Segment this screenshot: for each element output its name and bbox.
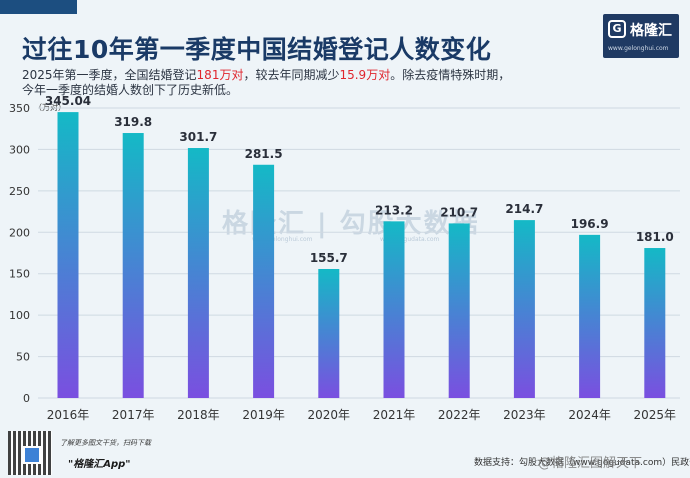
- x-tick-label: 2017年: [112, 408, 155, 422]
- bar-2024年: [579, 234, 601, 398]
- x-tick-label: 2025年: [634, 408, 677, 422]
- bar-value-label: 213.2: [375, 203, 413, 217]
- bar-value-label: 345.04: [45, 94, 91, 108]
- x-tick-label: 2021年: [373, 408, 416, 422]
- chart-subtitle: 2025年第一季度，全国结婚登记181万对，较去年同期减少15.9万对。除去疫情…: [22, 68, 582, 98]
- watermark-url-left: www.gelonghui.com: [252, 236, 313, 243]
- bar-2019年: [253, 164, 275, 398]
- subtitle-text-a: 2025年第一季度，全国结婚登记: [22, 68, 197, 82]
- bar-2017年: [122, 133, 144, 398]
- weibo-watermark: @格隆汇图解天下: [538, 456, 643, 471]
- bar-2020年: [318, 268, 340, 398]
- data-source: 数据支持：勾股大数据（www.gogudata.com）民政部: [474, 458, 690, 468]
- x-tick-label: 2020年: [308, 408, 351, 422]
- y-tick-label: 250: [9, 185, 30, 198]
- chart-title: 过往10年第一季度中国结婚登记人数变化: [22, 35, 492, 64]
- logo-mark-icon: G: [608, 20, 626, 38]
- qr-logo-icon: [23, 446, 41, 464]
- x-tick-label: 2022年: [438, 408, 481, 422]
- bar-value-label: 210.7: [440, 205, 478, 219]
- watermark-url-right: www.gogudata.com: [380, 236, 440, 243]
- x-tick-label: 2024年: [568, 408, 611, 422]
- subtitle-text-b: ，较去年同期减少: [243, 68, 340, 82]
- bar-value-label: 196.9: [571, 217, 609, 231]
- x-tick-label: 2016年: [47, 408, 90, 422]
- x-tick-label: 2019年: [242, 408, 285, 422]
- subtitle-line2: 今年一季度的结婚人数创下了历史新低。: [22, 83, 239, 97]
- bar-value-label: 281.5: [245, 147, 283, 161]
- logo-url: www.gelonghui.com: [608, 45, 669, 52]
- subtitle-highlight-decrease: 15.9万对: [339, 68, 391, 82]
- bar-2023年: [513, 220, 535, 398]
- bar-2025年: [644, 248, 666, 398]
- x-tick-label: 2018年: [177, 408, 220, 422]
- y-tick-label: 350: [9, 102, 30, 115]
- bar-value-label: 319.8: [114, 115, 152, 129]
- qr-code[interactable]: [8, 431, 52, 475]
- y-tick-label: 0: [23, 392, 30, 405]
- bar-value-label: 181.0: [636, 230, 674, 244]
- footer-note: 了解更多图文干货，扫码下载: [60, 439, 151, 447]
- subtitle-text-c: 。除去疫情特殊时期，: [390, 68, 511, 82]
- bar-2016年: [57, 112, 79, 398]
- y-tick-label: 150: [9, 268, 30, 281]
- subtitle-highlight-total: 181万对: [196, 68, 244, 82]
- y-tick-label: 50: [16, 351, 30, 364]
- y-tick-label: 300: [9, 143, 30, 156]
- logo-name: 格隆汇: [630, 23, 672, 39]
- y-tick-label: 200: [9, 226, 30, 239]
- top-accent-bar: [0, 0, 77, 14]
- bar-2021年: [383, 221, 405, 398]
- footer-app-name: "格隆汇App": [68, 459, 131, 470]
- bar-value-label: 155.7: [310, 251, 348, 265]
- bar-2018年: [187, 148, 209, 398]
- bar-2022年: [448, 223, 470, 398]
- bar-value-label: 214.7: [505, 202, 543, 216]
- brand-logo: G 格隆汇 www.gelonghui.com: [603, 14, 679, 58]
- y-tick-label: 100: [9, 309, 30, 322]
- bar-value-label: 301.7: [179, 130, 217, 144]
- x-tick-label: 2023年: [503, 408, 546, 422]
